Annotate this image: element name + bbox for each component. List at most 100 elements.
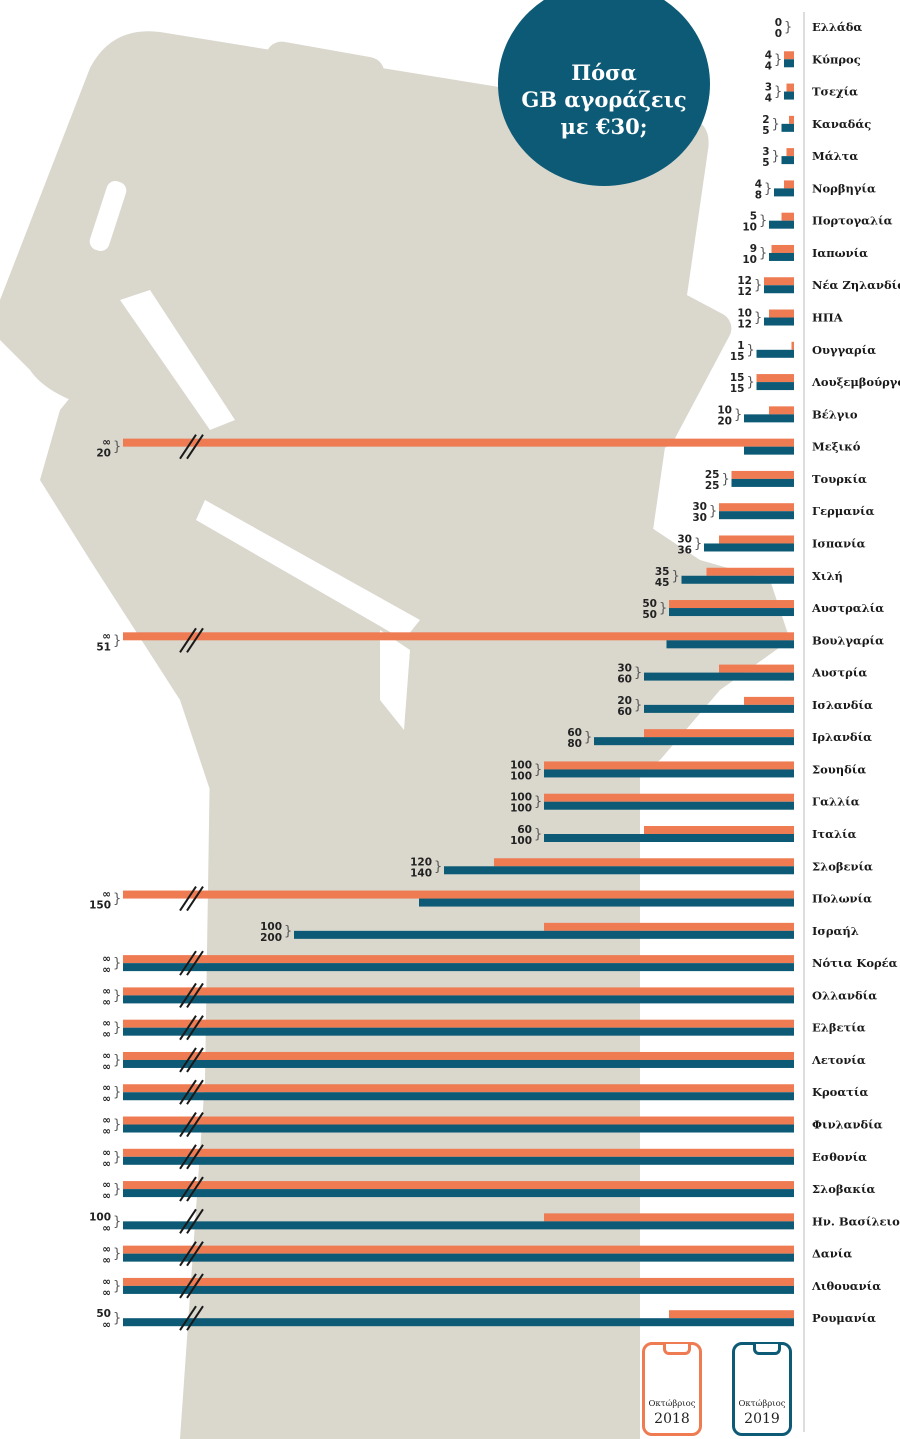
axis-break-mark	[179, 627, 204, 653]
value-label-2018: 60	[567, 727, 582, 739]
bar-2018	[123, 632, 794, 641]
axis-break-stroke	[179, 1015, 197, 1041]
label-bracket: }	[694, 536, 702, 551]
value-label-2018: ∞	[102, 953, 111, 965]
country-label: Τουρκία	[812, 472, 867, 486]
axis-break-stroke	[179, 1047, 197, 1073]
label-bracket: }	[754, 311, 762, 326]
value-label-2018: 12	[737, 275, 752, 287]
axis-break-stroke	[179, 627, 197, 653]
title-line-1: Πόσα	[571, 59, 637, 85]
label-bracket: }	[113, 1311, 121, 1326]
value-label-2018: 50	[96, 1308, 111, 1320]
label-bracket: }	[759, 246, 767, 261]
value-label-2018: ∞	[102, 1244, 111, 1256]
value-label-2019: 4	[765, 60, 772, 72]
country-label: Νέα Ζηλανδία	[812, 278, 900, 292]
bar-2019	[764, 285, 794, 294]
country-label: Ισπανία	[812, 536, 866, 550]
value-label-2018: ∞	[102, 1082, 111, 1094]
bar-2018	[123, 1116, 794, 1125]
axis-break-mark	[179, 1047, 204, 1073]
value-label-2018: ∞	[102, 1147, 111, 1159]
value-label-2019: 4	[765, 93, 772, 105]
label-bracket: }	[747, 375, 755, 390]
value-label-2019: ∞	[102, 1255, 111, 1267]
bar-2018	[731, 470, 794, 479]
value-label-2019: 200	[260, 932, 282, 944]
label-bracket: }	[113, 988, 121, 1003]
bar-2019	[419, 898, 794, 907]
label-bracket: }	[634, 698, 642, 713]
label-bracket: }	[113, 1214, 121, 1229]
country-label: Φινλανδία	[812, 1118, 883, 1132]
value-label-2019: 50	[642, 609, 657, 621]
value-label-2018: 50	[642, 598, 657, 610]
bar-2018	[123, 1148, 794, 1157]
country-label: Σλοβενία	[812, 859, 873, 873]
value-label-2018: ∞	[102, 889, 111, 901]
phone-inner-highlight	[380, 630, 410, 730]
value-label-2018: 4	[755, 178, 762, 190]
value-label-2018: ∞	[102, 1018, 111, 1030]
axis-break-stroke	[186, 434, 204, 460]
value-label-2019: 12	[737, 286, 752, 298]
bar-2018	[719, 503, 794, 512]
bar-2018	[719, 535, 794, 544]
axis-break-stroke	[186, 1305, 204, 1331]
label-bracket: }	[113, 956, 121, 971]
bar-2018	[123, 438, 794, 447]
axis-break-mark	[179, 1241, 204, 1267]
axis-break-mark	[179, 1144, 204, 1170]
country-label: Λουξεμβούργο	[811, 375, 900, 389]
finger-3-shape	[473, 153, 650, 414]
country-label: Δανία	[812, 1247, 852, 1261]
label-bracket: }	[722, 472, 730, 487]
label-bracket: }	[634, 666, 642, 681]
title-line-3: με €30;	[560, 113, 648, 139]
value-label-2018: 4	[765, 49, 772, 61]
country-label: Κύπρος	[812, 52, 861, 66]
country-label: Νότια Κορέα	[812, 956, 898, 970]
axis-break-stroke	[186, 1208, 204, 1234]
bar-2019	[781, 123, 794, 132]
axis-break-stroke	[186, 1047, 204, 1073]
value-label-2018: 100	[510, 792, 532, 804]
bar-2018	[784, 51, 794, 60]
country-label: Καναδάς	[812, 117, 871, 131]
label-bracket: }	[113, 1118, 121, 1133]
value-label-2019: ∞	[102, 1190, 111, 1202]
label-bracket: }	[113, 1021, 121, 1036]
bar-2019	[123, 1285, 794, 1294]
title-line-2: GB αγοράζεις	[521, 86, 687, 112]
bar-2019	[731, 478, 794, 487]
bar-2019	[123, 1318, 794, 1327]
label-bracket: }	[754, 278, 762, 293]
bar-2018	[786, 83, 794, 92]
label-bracket: }	[764, 181, 772, 196]
value-label-2018: 3	[765, 82, 772, 94]
axis-break-mark	[179, 1208, 204, 1234]
country-label: Μεξικό	[812, 440, 861, 454]
label-bracket: }	[534, 762, 542, 777]
country-label: Μάλτα	[812, 149, 858, 163]
bar-2018	[756, 374, 794, 383]
bar-2019	[123, 1221, 794, 1230]
value-label-2018: 120	[410, 856, 432, 868]
value-label-2019: 100	[510, 835, 532, 847]
bar-2018	[544, 761, 794, 770]
country-label: Ελλάδα	[812, 20, 862, 34]
country-label: Ουγγαρία	[812, 343, 876, 357]
country-label: Αυστρία	[811, 666, 867, 680]
bar-2019	[781, 156, 794, 165]
value-label-2019: 10	[742, 222, 757, 234]
value-label-2019: 15	[730, 383, 745, 395]
bar-2018	[706, 567, 794, 576]
value-label-2019: ∞	[102, 1126, 111, 1138]
axis-break-stroke	[186, 950, 204, 976]
bar-2018	[123, 1277, 794, 1286]
bar-2018	[764, 277, 794, 286]
country-label: Πορτογαλία	[812, 214, 893, 228]
value-label-2019: ∞	[102, 1029, 111, 1041]
